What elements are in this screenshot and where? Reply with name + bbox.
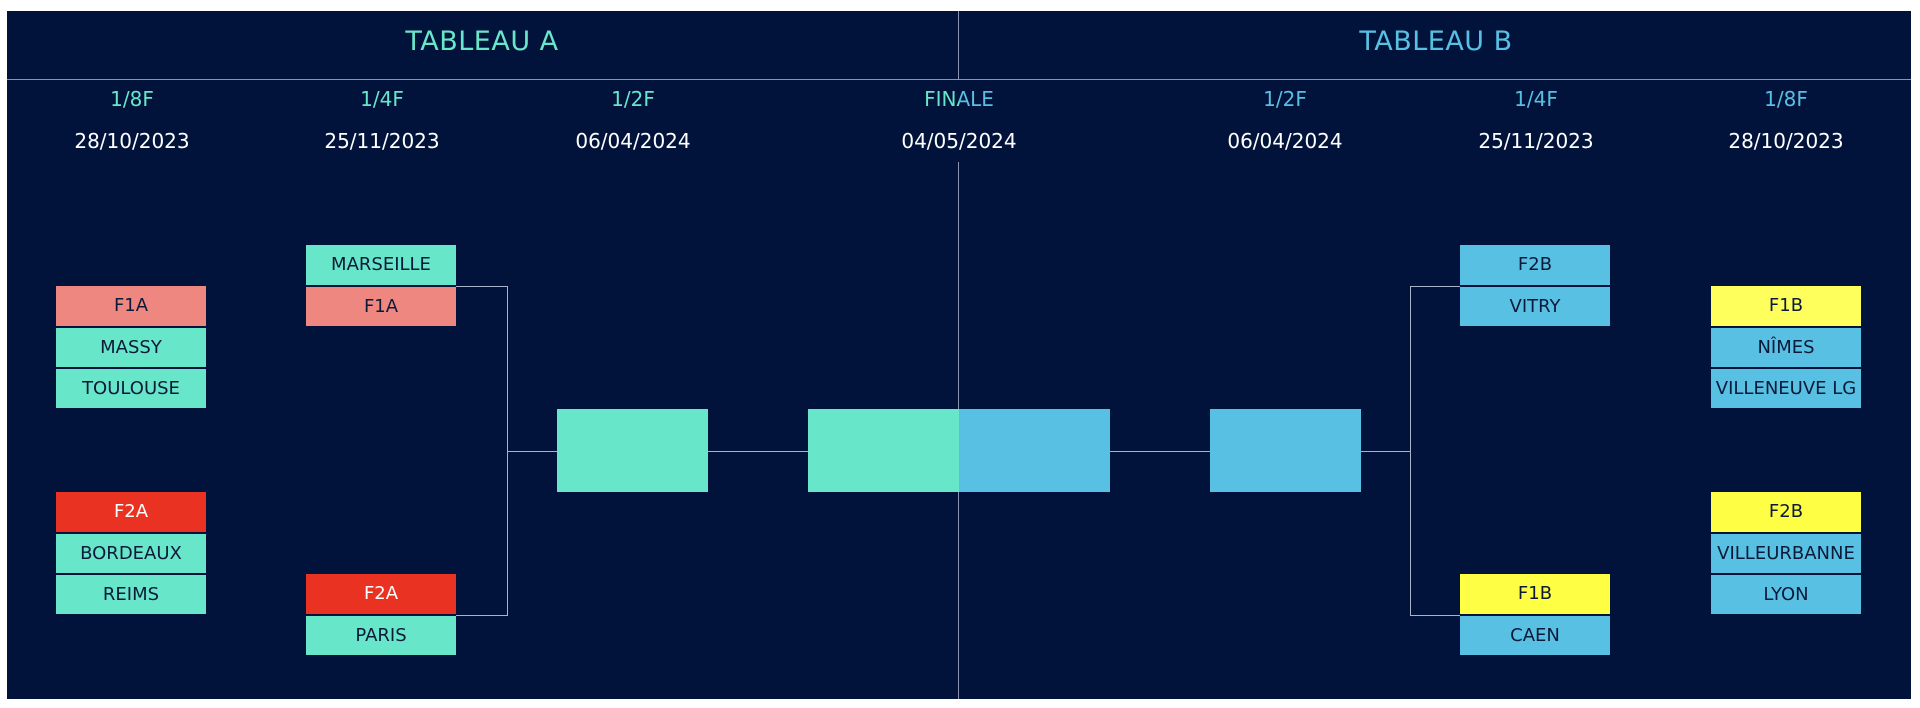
date-b-1-4: 25/11/2023 xyxy=(1478,129,1594,153)
team-slot: TOULOUSE xyxy=(56,368,206,408)
connector-line xyxy=(1110,451,1210,452)
seed-slot: F1B xyxy=(1460,574,1610,614)
connector-line xyxy=(1361,451,1411,452)
team-slot: MASSY xyxy=(56,327,206,367)
final-slot-b xyxy=(959,409,1110,492)
connector-line xyxy=(1410,615,1460,616)
round-label-a-1-2: 1/2F xyxy=(611,87,655,111)
date-a-1-8: 28/10/2023 xyxy=(74,129,190,153)
date-b-1-2: 06/04/2024 xyxy=(1227,129,1343,153)
round-label-b-1-8: 1/8F xyxy=(1764,87,1808,111)
round-label-b-1-4: 1/4F xyxy=(1514,87,1558,111)
finale-label: FINALE xyxy=(924,87,994,111)
seed-slot: F2B xyxy=(1460,245,1610,285)
connector-line xyxy=(456,615,507,616)
date-a-1-4: 25/11/2023 xyxy=(324,129,440,153)
connector-line xyxy=(1410,286,1411,616)
seed-slot: F2A xyxy=(306,574,456,614)
team-slot: REIMS xyxy=(56,574,206,614)
team-slot: CAEN xyxy=(1460,615,1610,655)
round-label-finale: FINALE xyxy=(879,87,1039,111)
header-divider xyxy=(7,79,1911,80)
date-b-1-8: 28/10/2023 xyxy=(1728,129,1844,153)
seed-slot: F1A xyxy=(56,286,206,326)
seed-slot: F2A xyxy=(56,492,206,532)
connector-line xyxy=(1410,286,1460,287)
seed-slot: F2B xyxy=(1711,492,1861,532)
team-slot: NÎMES xyxy=(1711,327,1861,367)
semi-final-b-slot xyxy=(1210,409,1361,492)
connector-line xyxy=(507,451,557,452)
round-label-b-1-2: 1/2F xyxy=(1263,87,1307,111)
connector-line xyxy=(708,451,808,452)
team-slot: VITRY xyxy=(1460,286,1610,326)
seed-slot: F1B xyxy=(1711,286,1861,326)
team-slot: LYON xyxy=(1711,574,1861,614)
final-slot-a xyxy=(808,409,959,492)
team-slot: MARSEILLE xyxy=(306,245,456,285)
tableau-b-title: TABLEAU B xyxy=(1359,26,1513,57)
header-center-divider xyxy=(958,11,959,79)
team-slot: VILLEURBANNE xyxy=(1711,533,1861,573)
connector-line xyxy=(456,286,507,287)
bracket-panel xyxy=(7,11,1911,699)
date-a-1-2: 06/04/2024 xyxy=(575,129,691,153)
seed-slot: F1A xyxy=(306,286,456,326)
round-label-a-1-4: 1/4F xyxy=(360,87,404,111)
round-label-a-1-8: 1/8F xyxy=(110,87,154,111)
semi-final-a-slot xyxy=(557,409,708,492)
team-slot: VILLENEUVE LG xyxy=(1711,368,1861,408)
date-finale: 04/05/2024 xyxy=(901,129,1017,153)
team-slot: PARIS xyxy=(306,615,456,655)
tableau-a-title: TABLEAU A xyxy=(405,26,559,57)
team-slot: BORDEAUX xyxy=(56,533,206,573)
